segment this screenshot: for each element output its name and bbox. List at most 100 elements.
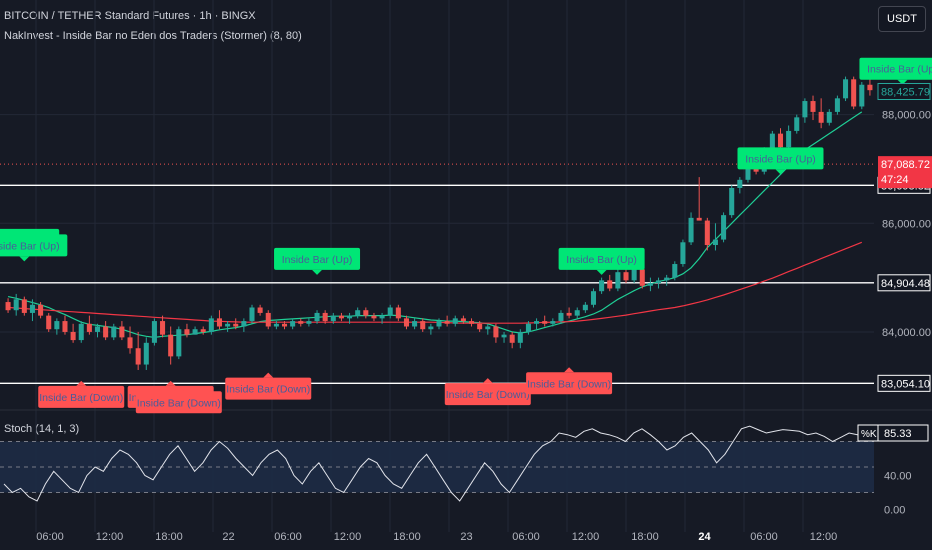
level-price-tag <box>877 274 931 292</box>
candle-body <box>623 272 629 281</box>
candle-body <box>314 312 320 322</box>
signal-label-text: Inside Bar (Up) <box>745 153 816 165</box>
candle-body <box>867 84 873 91</box>
fast-ma-line <box>7 111 863 339</box>
horizontal-levels <box>0 163 874 384</box>
candle-body <box>371 315 377 319</box>
candle-body <box>745 160 751 180</box>
signal-label-pointer <box>76 380 87 386</box>
signal-label-text: Inside Bar (Up) <box>867 64 932 76</box>
time-tick-label: 23 <box>460 531 472 543</box>
candle-body <box>452 318 458 324</box>
signal-labels: Inside Bar (Up) Inside Bar (Up) Inside Bar… <box>0 57 932 414</box>
candle-body <box>135 348 141 365</box>
stoch-tick-label: 0.00 <box>884 505 905 517</box>
candle-body <box>403 318 409 327</box>
signal-label-box <box>0 234 68 257</box>
candle-body <box>786 130 792 148</box>
candle-body <box>542 321 548 324</box>
time-tick-label: 18:00 <box>631 531 659 543</box>
signal-label-text: Inside Bar (Down) <box>527 378 611 390</box>
candle-body <box>387 307 393 316</box>
candle-body <box>843 79 849 99</box>
candle-body <box>347 315 353 319</box>
candle-body <box>379 315 385 319</box>
stoch-legend[interactable]: Stoch (14, 1, 3) <box>4 423 80 435</box>
candle-body <box>818 111 824 123</box>
candle-body <box>265 312 271 327</box>
candle-body <box>200 329 206 332</box>
time-tick-label: 06:00 <box>36 531 64 543</box>
candle-body <box>582 304 588 311</box>
signal-label-box <box>558 247 645 270</box>
candle-body <box>729 187 735 216</box>
time-tick-label: 06:00 <box>274 531 302 543</box>
indicator-legend[interactable]: NakInvest - Inside Bar no Eden dos Trade… <box>4 30 302 42</box>
time-tick-label: 18:00 <box>393 531 421 543</box>
candle-body <box>298 321 304 324</box>
signal-label-text: Inside Bar (Down) <box>39 392 123 404</box>
candle-body <box>322 312 328 322</box>
candle-body <box>810 101 816 112</box>
candle-body <box>176 329 182 357</box>
candle-body <box>192 329 198 335</box>
candle-body <box>607 280 613 289</box>
candle-body <box>639 269 645 286</box>
candle-body <box>143 342 149 365</box>
last-price-text: 87,088.72 <box>881 159 930 171</box>
countdown-text: 47:24 <box>881 174 909 186</box>
candle-body <box>737 179 743 188</box>
candle-body <box>94 326 101 332</box>
candle-body <box>794 117 800 131</box>
signal-label-box <box>135 391 222 414</box>
candle-body <box>615 272 621 289</box>
candle-body <box>704 220 710 246</box>
candle-body <box>802 101 808 118</box>
currency-button[interactable]: USDT <box>878 6 926 32</box>
candle-body <box>273 323 279 327</box>
candle-body <box>460 318 466 322</box>
candle-body <box>493 326 499 338</box>
candle-body <box>534 321 540 324</box>
candle-body <box>412 321 418 327</box>
time-tick-label: 06:00 <box>750 531 778 543</box>
candle-body <box>777 133 784 148</box>
signal-label-box <box>737 147 824 170</box>
candle-body <box>70 331 76 341</box>
time-tick-label: 12:00 <box>810 531 838 543</box>
time-axis: 06:00 12:00 18:00 22 06:00 12:00 18:00 23 06:00 1… <box>36 531 837 543</box>
candle-body <box>46 315 52 330</box>
candle-body <box>395 307 401 319</box>
signal-label-pointer <box>596 269 607 275</box>
candle-body <box>517 331 523 343</box>
candle-body <box>111 326 117 338</box>
time-tick-label: 12:00 <box>572 531 600 543</box>
candle-body <box>21 299 27 313</box>
signal-label-box <box>526 372 613 395</box>
candle-body <box>54 321 60 330</box>
candle-body <box>436 321 442 327</box>
candle-body <box>721 215 727 240</box>
signal-label-text: Inside Bar (Down) <box>446 389 530 401</box>
candle-body <box>216 318 222 327</box>
candle-body <box>338 315 344 319</box>
level-price-text: 84,904.48 <box>881 278 930 290</box>
candle-body <box>558 312 564 322</box>
candle-body <box>225 323 231 327</box>
candle-body <box>469 321 475 324</box>
stoch-pane <box>0 425 875 502</box>
candle-body <box>420 321 426 330</box>
signal-label-text: Inside Bar (Down) <box>226 384 310 396</box>
signal-label-text: Inside Bar (Down) <box>137 397 221 409</box>
stoch-value-text: 85.33 <box>884 428 912 440</box>
candle-body <box>688 217 694 243</box>
signal-label-box <box>225 377 312 400</box>
candle-body <box>78 323 84 341</box>
candle-body <box>834 98 840 112</box>
price-tick-label: 84,000.00 <box>882 327 931 339</box>
chart-title: BITCOIN / TETHER Standard Futures · 1h ·… <box>4 10 256 22</box>
time-tick-label: 24 <box>698 531 711 543</box>
stoch-value-tag <box>877 424 929 442</box>
candle-body <box>281 323 288 327</box>
